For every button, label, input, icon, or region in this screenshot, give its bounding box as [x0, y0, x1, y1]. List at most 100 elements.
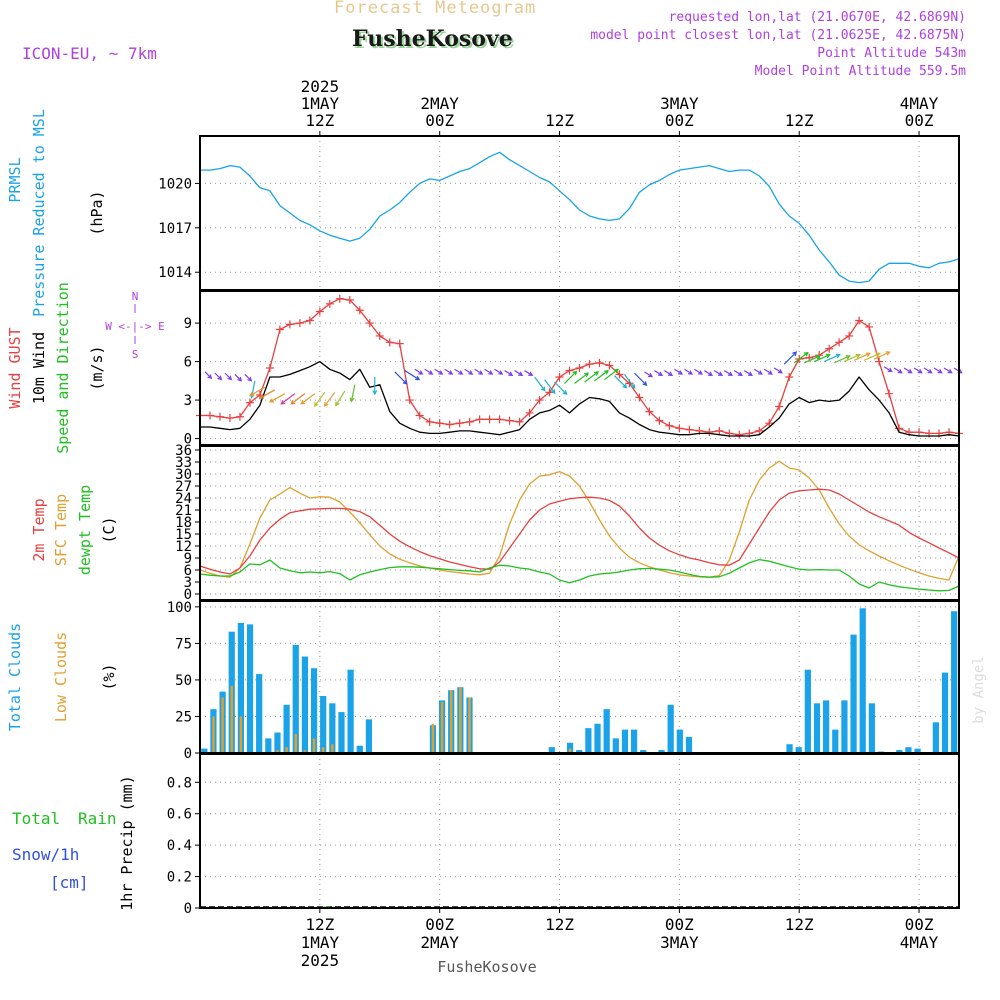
precip-cm-label: [cm]	[50, 873, 89, 892]
wind-direction-arrow	[594, 369, 610, 382]
bottom-time-label: 00Z	[425, 915, 454, 934]
top-time-label: 00Z	[665, 111, 694, 130]
gust-point	[245, 398, 254, 407]
wind-direction-arrow	[853, 352, 871, 361]
total-cloud-bar	[329, 703, 336, 753]
compass-s: S	[132, 348, 139, 361]
total-cloud-bar	[548, 747, 555, 753]
gust-point	[205, 411, 214, 420]
precip-axis-label: 1hr Precip (mm)	[118, 775, 136, 910]
wind-direction-arrow	[743, 370, 753, 377]
gust-point	[845, 331, 854, 340]
wind-direction-arrow	[313, 392, 326, 407]
total-cloud-bar	[585, 728, 592, 753]
wind-tick-label: 3	[184, 393, 192, 409]
top-time-label: 12Z	[305, 111, 334, 130]
wind-direction-arrow	[883, 366, 893, 373]
temp-tick-label: 33	[175, 455, 192, 471]
cloud-unit: (%)	[100, 663, 118, 690]
wind-direction-arrow	[714, 370, 724, 377]
low-cloud-bar	[449, 690, 453, 753]
temp-unit: (C)	[100, 516, 118, 543]
precip-tick-label: 0.4	[167, 838, 192, 854]
gust-point	[705, 428, 714, 437]
bottom-time-label: 2MAY	[420, 933, 459, 952]
gust-point	[305, 316, 314, 325]
total-cloud-bar	[201, 748, 208, 753]
temp-tick-label: 0	[184, 587, 192, 603]
gust-point	[875, 357, 884, 366]
total-cloud-bar	[292, 644, 299, 753]
gust-point	[275, 325, 284, 334]
panel-frame-temp	[199, 445, 960, 601]
total-cloud-bar	[612, 738, 619, 753]
wind-direction-arrow	[574, 372, 590, 384]
gust-point	[675, 424, 684, 433]
total-cloud-bar	[338, 712, 345, 753]
cloud-tick-label: 100	[167, 600, 192, 616]
closest-coords: model point closest lon,lat (21.0625E, 4…	[590, 28, 966, 43]
bottom-time-label: 12Z	[305, 915, 334, 934]
wind-unit: (m/s)	[88, 345, 106, 390]
wind-direction-arrow	[484, 368, 494, 375]
low-cloud-bar	[285, 747, 288, 753]
temp-tick-label: 36	[175, 443, 192, 459]
wind-direction-arrow	[349, 384, 356, 403]
wind-direction-arrow	[903, 367, 913, 374]
total-cloud-bar	[932, 722, 939, 753]
gust-point	[495, 415, 504, 424]
gust-point	[855, 316, 864, 325]
wind-direction-arrow	[268, 393, 286, 403]
gust-point	[535, 396, 544, 405]
gust-point	[435, 419, 444, 428]
total-cloud-bar	[621, 729, 629, 753]
pressure-unit: (hPa)	[88, 190, 106, 235]
pressure-tick-label: 1020	[158, 176, 192, 192]
wind-direction-arrow	[280, 393, 296, 405]
total-cloud-bar	[256, 674, 263, 753]
wind-direction-arrow	[248, 386, 266, 397]
wind-direction-arrow	[843, 353, 861, 363]
wind-direction-arrow	[323, 392, 336, 407]
top-time-label: 00Z	[425, 111, 454, 130]
gust-point	[525, 408, 534, 417]
precip-snow-label: Snow/1h	[12, 845, 79, 864]
top-time-label: 2025	[301, 77, 340, 96]
wind-label: 10m Wind	[30, 332, 48, 404]
total-cloud-bar	[795, 747, 802, 753]
temp-tick-label: 27	[175, 479, 192, 495]
wind-direction-arrow	[793, 351, 809, 364]
wind-direction-arrow	[414, 368, 424, 375]
total-cloud-bar	[274, 732, 281, 753]
low-cloud-bar	[276, 750, 279, 753]
low-cloud-bar	[331, 744, 334, 753]
top-time-label: 1MAY	[301, 94, 340, 113]
gust-point	[365, 319, 374, 328]
wind-direction-arrow	[654, 370, 664, 377]
gust-point	[605, 361, 614, 370]
pressure-line	[200, 151, 960, 284]
total-cloud-bar	[905, 747, 912, 753]
panel-frame-precip	[199, 753, 960, 909]
total-cloud-bar	[365, 719, 373, 753]
temp-tick-label: 12	[175, 539, 192, 555]
temp-tick-label: 15	[175, 527, 192, 543]
wind-direction-arrow	[204, 371, 213, 380]
precip-total-label: Total	[12, 809, 60, 828]
wind-direction-arrow	[664, 370, 674, 377]
top-time-label: 3MAY	[660, 94, 699, 113]
total-cloud-bar	[246, 624, 254, 753]
wind-direction-arrow	[372, 376, 378, 396]
wind-direction-arrow	[604, 368, 620, 381]
low-cloud-label: Low Clouds	[52, 632, 70, 722]
temp-tick-label: 30	[175, 467, 192, 483]
total-cloud-bar	[603, 709, 610, 753]
wind-tick-label: 6	[184, 355, 192, 371]
gust-point	[665, 421, 674, 430]
pressure-tick-label: 1017	[158, 221, 192, 237]
gust-point	[425, 417, 434, 426]
gust-point	[865, 322, 874, 331]
cloud-tick-label: 75	[175, 636, 192, 652]
wind-direction-arrow	[733, 370, 743, 377]
total-cloud-bar	[823, 700, 830, 753]
